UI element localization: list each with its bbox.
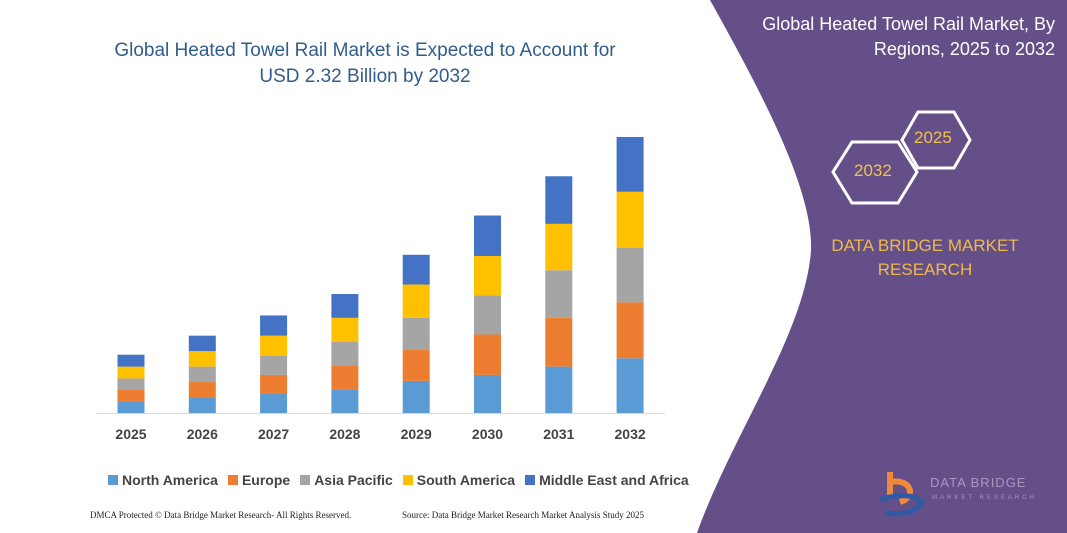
legend-item: Middle East and Africa bbox=[525, 472, 689, 488]
x-tick-label: 2031 bbox=[543, 426, 574, 442]
bar-2025-north-america bbox=[117, 401, 145, 413]
x-tick-label: 2027 bbox=[258, 426, 289, 442]
bar-2031-asia-pacific bbox=[545, 270, 573, 318]
bar-2026-middle-east-and-africa bbox=[188, 335, 216, 352]
hexagon-2032-icon bbox=[831, 140, 919, 205]
bar-2025-europe bbox=[117, 389, 145, 402]
bar-2029-middle-east-and-africa bbox=[402, 254, 430, 285]
bar-2027-north-america bbox=[260, 393, 288, 413]
legend-label: South America bbox=[416, 472, 516, 488]
bar-2025-asia-pacific bbox=[117, 378, 145, 390]
legend: North America Europe Asia Pacific South Ame… bbox=[108, 472, 689, 488]
chart-title: Global Heated Towel Rail Market is Expec… bbox=[114, 40, 616, 87]
legend-label: Middle East and Africa bbox=[539, 472, 689, 488]
bar-2028-south-america bbox=[331, 317, 359, 342]
bar-2027-asia-pacific bbox=[260, 355, 288, 375]
legend-label: Europe bbox=[241, 472, 291, 488]
bar-2029-asia-pacific bbox=[402, 317, 430, 350]
bar-2032-north-america bbox=[616, 358, 644, 413]
source-footer: Source: Data Bridge Market Research Mark… bbox=[402, 510, 644, 520]
x-tick-label: 2026 bbox=[187, 426, 218, 442]
bar-2026-europe bbox=[188, 382, 216, 398]
bar-2031-europe bbox=[545, 317, 573, 367]
legend-swatch bbox=[402, 475, 413, 485]
bar-2030-europe bbox=[474, 334, 501, 375]
stacked-bar-chart: 2025 2026 2027 2028 2029 2030 2031 2032 bbox=[97, 137, 665, 442]
legend-swatch bbox=[300, 475, 311, 485]
bar-2026-south-america bbox=[188, 351, 216, 367]
legend-item: South America bbox=[402, 472, 516, 488]
legend-swatch bbox=[525, 475, 536, 485]
bar-2027-south-america bbox=[260, 335, 288, 356]
bar-2029-north-america bbox=[402, 380, 430, 413]
x-tick-label: 2030 bbox=[472, 426, 503, 442]
logo-text: DATA BRIDGE bbox=[930, 475, 1027, 490]
logo-subtext: MARKET RESEARCH bbox=[932, 495, 1037, 501]
bar-2026-asia-pacific bbox=[188, 366, 216, 383]
bar-2031-north-america bbox=[545, 366, 573, 413]
panel-title: Global Heated Towel Rail Market, By Regi… bbox=[762, 14, 1055, 59]
hex-label-2025: 2025 bbox=[914, 128, 952, 147]
bar-2032-middle-east-and-africa bbox=[616, 137, 644, 192]
copyright-footer: DMCA Protected © Data Bridge Market Rese… bbox=[90, 510, 352, 520]
bar-2027-middle-east-and-africa bbox=[260, 315, 288, 336]
bar-2032-south-america bbox=[616, 191, 644, 248]
legend-swatch bbox=[108, 475, 118, 485]
bar-2028-middle-east-and-africa bbox=[331, 294, 359, 318]
bar-2026-north-america bbox=[188, 397, 216, 413]
bar-2025-south-america bbox=[117, 366, 145, 379]
bar-2028-north-america bbox=[331, 389, 359, 413]
bar-2027-europe bbox=[260, 374, 288, 394]
x-tick-label: 2025 bbox=[115, 426, 146, 442]
x-tick-label: 2032 bbox=[615, 426, 646, 442]
legend-swatch bbox=[227, 475, 238, 485]
bar-2031-south-america bbox=[545, 223, 573, 271]
bar-2028-europe bbox=[331, 365, 359, 390]
legend-item: Asia Pacific bbox=[300, 472, 393, 488]
bar-2030-middle-east-and-africa bbox=[474, 215, 501, 256]
bar-2030-asia-pacific bbox=[474, 295, 501, 335]
bar-2031-middle-east-and-africa bbox=[545, 176, 573, 224]
bar-2028-asia-pacific bbox=[331, 341, 359, 366]
data-bridge-logo-icon bbox=[878, 472, 925, 517]
x-tick-label: 2028 bbox=[329, 426, 360, 442]
legend-item: Europe bbox=[227, 472, 291, 488]
x-tick-label: 2029 bbox=[401, 426, 432, 442]
bar-2029-europe bbox=[402, 349, 430, 381]
bar-2025-middle-east-and-africa bbox=[117, 354, 145, 367]
legend-item: North America bbox=[108, 472, 218, 488]
legend-label: Asia Pacific bbox=[314, 472, 393, 488]
bar-2030-north-america bbox=[474, 374, 501, 413]
bar-2032-europe bbox=[616, 302, 644, 359]
brand-name: DATA BRIDGE MARKET RESEARCH bbox=[831, 236, 1019, 279]
legend-label: North America bbox=[122, 472, 218, 488]
bar-2032-asia-pacific bbox=[616, 247, 644, 303]
bar-2029-south-america bbox=[402, 284, 430, 318]
bar-2030-south-america bbox=[474, 255, 501, 296]
hexagon-2025-icon bbox=[900, 110, 972, 170]
hex-label-2032: 2032 bbox=[854, 161, 892, 180]
